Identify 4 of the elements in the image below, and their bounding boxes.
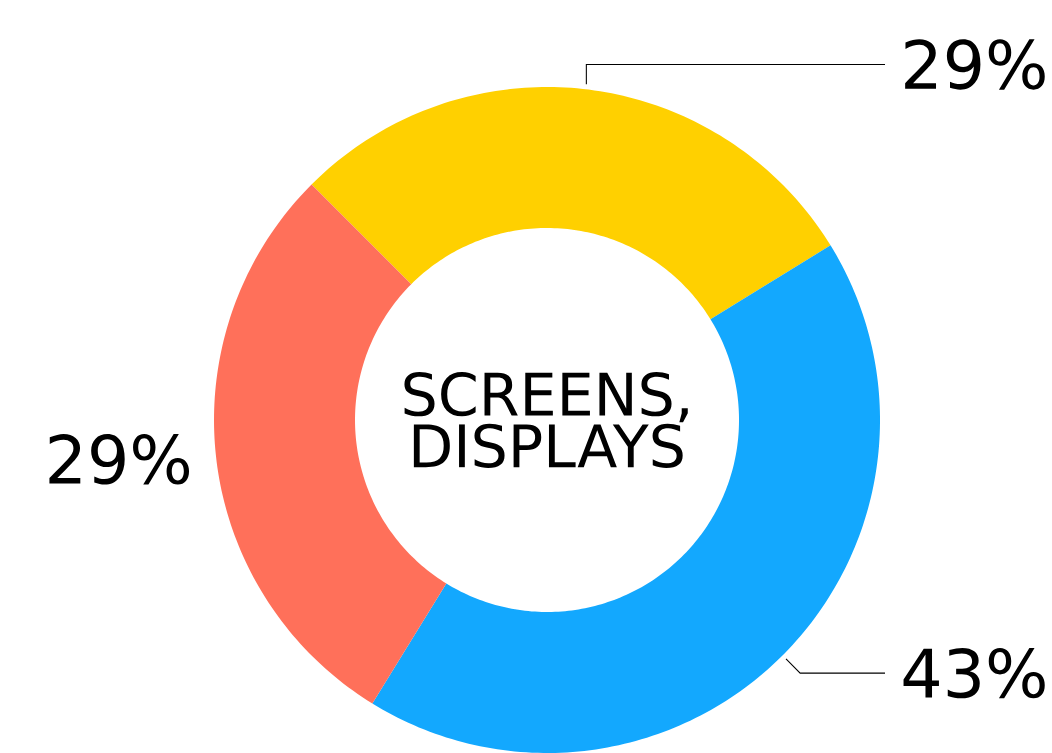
data-label: 29% — [905, 39, 1045, 90]
data-label: 29% — [49, 434, 190, 485]
text: SCREENS, DISPLAYS — [404, 371, 688, 469]
data-label: 43% — [903, 647, 1045, 699]
